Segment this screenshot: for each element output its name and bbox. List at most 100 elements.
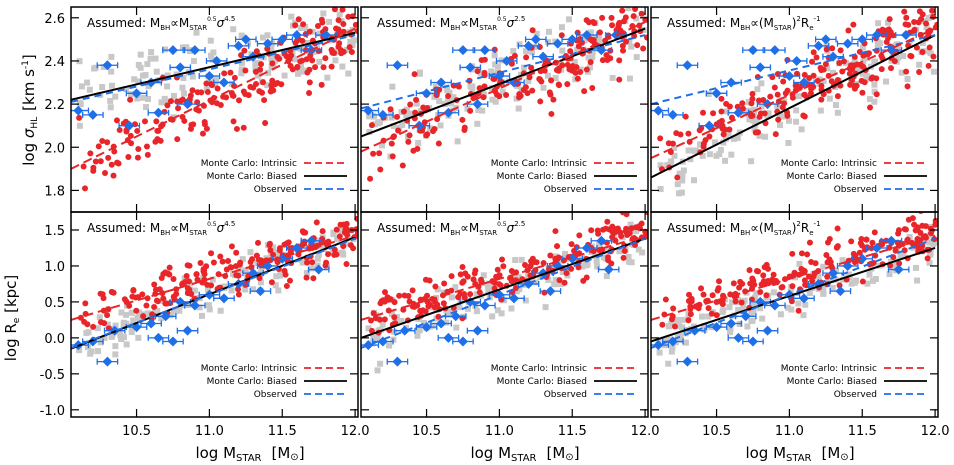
biased-point <box>379 321 386 328</box>
line-intrinsic <box>71 234 356 321</box>
intrinsic-point <box>80 163 87 170</box>
intrinsic-point <box>913 44 920 51</box>
biased-point <box>728 151 735 158</box>
intrinsic-point <box>219 258 226 265</box>
biased-point <box>162 46 169 53</box>
intrinsic-point <box>859 89 866 96</box>
biased-point <box>347 38 354 45</box>
biased-point <box>596 240 603 247</box>
biased-point <box>452 284 459 291</box>
intrinsic-point <box>281 241 288 248</box>
observed-point <box>791 55 802 66</box>
intrinsic-point <box>306 89 313 96</box>
biased-point <box>866 271 873 278</box>
observed-point <box>457 45 468 56</box>
intrinsic-point <box>846 70 853 77</box>
biased-point <box>414 332 421 339</box>
biased-point <box>315 251 322 258</box>
observed-point <box>857 34 868 45</box>
intrinsic-point <box>576 232 583 239</box>
intrinsic-point <box>624 232 631 239</box>
intrinsic-point <box>143 302 150 309</box>
observed-point <box>87 109 98 120</box>
biased-point <box>107 97 114 104</box>
biased-point <box>196 304 203 311</box>
biased-point <box>316 30 323 37</box>
intrinsic-point <box>376 150 383 157</box>
biased-point <box>467 83 474 90</box>
biased-point <box>112 322 119 329</box>
biased-point <box>565 16 572 23</box>
intrinsic-point <box>737 278 744 285</box>
biased-point <box>108 53 115 60</box>
intrinsic-point <box>166 264 173 271</box>
intrinsic-point <box>312 64 319 71</box>
intrinsic-point <box>763 292 770 299</box>
observed-point <box>277 34 288 45</box>
intrinsic-point <box>564 81 571 88</box>
biased-point <box>477 70 484 77</box>
biased-point <box>705 91 712 98</box>
biased-point <box>334 236 341 243</box>
legend-label: Monte Carlo: Biased <box>207 172 297 182</box>
biased-point <box>699 313 706 320</box>
intrinsic-point <box>345 227 352 234</box>
biased-point <box>254 259 261 266</box>
biased-point <box>443 319 450 326</box>
biased-point <box>484 282 491 289</box>
intrinsic-point <box>306 79 313 86</box>
intrinsic-point <box>752 129 759 136</box>
biased-point <box>94 325 101 332</box>
assumed-annotation: Assumed: MBH∝MSTAR0.5σ2.5 <box>377 220 525 237</box>
observed-point <box>747 45 758 56</box>
intrinsic-point <box>342 0 348 4</box>
biased-point <box>101 334 108 341</box>
intrinsic-point <box>335 17 342 24</box>
intrinsic-point <box>620 47 627 54</box>
intrinsic-point <box>139 291 146 298</box>
observed-point <box>769 300 780 311</box>
observed-point <box>313 264 324 275</box>
intrinsic-point <box>331 50 338 57</box>
biased-point <box>374 334 381 341</box>
intrinsic-point <box>512 285 519 292</box>
anno-sup: 4.5 <box>224 220 235 228</box>
intrinsic-point <box>372 315 379 322</box>
intrinsic-point <box>297 58 304 65</box>
biased-point <box>589 54 596 61</box>
biased-point <box>510 47 517 54</box>
intrinsic-point <box>97 319 104 326</box>
intrinsic-point <box>431 125 438 132</box>
observed-point <box>421 322 432 333</box>
intrinsic-point <box>784 112 791 119</box>
biased-point <box>245 40 252 47</box>
biased-point <box>581 37 588 44</box>
biased-point <box>207 52 214 59</box>
intrinsic-point <box>164 102 171 109</box>
intrinsic-point <box>845 27 852 34</box>
intrinsic-point <box>888 65 895 72</box>
legend-label: Monte Carlo: Intrinsic <box>201 159 297 169</box>
biased-point <box>239 256 246 263</box>
line-biased <box>361 237 646 339</box>
panel-bottom-middle: 10.5 11.0 11.5 12.0 Assumed: MBH∝MSTAR0.5σ2.… <box>360 211 660 439</box>
biased-point <box>673 316 680 323</box>
assumed-annotation: Assumed: MBH∝MSTAR0.5σ4.5 <box>87 15 235 32</box>
biased-point <box>488 68 495 75</box>
intrinsic-point <box>813 54 820 61</box>
assumed-annotation: Assumed: MBH∝MSTAR0.5σ4.5 <box>87 220 235 237</box>
intrinsic-point <box>432 283 439 290</box>
biased-point <box>437 122 444 129</box>
biased-point <box>558 24 565 31</box>
biased-point <box>489 313 496 320</box>
biased-point <box>687 147 694 154</box>
observed-point <box>377 109 388 120</box>
biased-point <box>523 48 530 55</box>
biased-point <box>210 49 217 56</box>
intrinsic-point <box>283 283 290 290</box>
biased-point <box>594 36 601 43</box>
intrinsic-point <box>621 247 628 254</box>
intrinsic-point <box>665 140 672 147</box>
biased-point <box>338 18 345 25</box>
intrinsic-point <box>242 67 249 74</box>
